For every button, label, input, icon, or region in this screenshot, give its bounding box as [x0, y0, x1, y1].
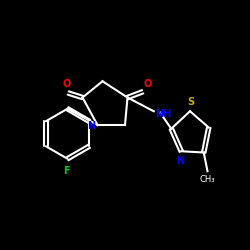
Text: O: O — [144, 79, 152, 89]
Text: O: O — [63, 79, 71, 89]
Text: N: N — [88, 121, 96, 131]
Text: S: S — [188, 97, 195, 107]
Text: F: F — [63, 166, 70, 176]
Text: NH: NH — [155, 109, 171, 119]
Text: CH₃: CH₃ — [200, 175, 215, 184]
Text: N: N — [176, 156, 184, 166]
